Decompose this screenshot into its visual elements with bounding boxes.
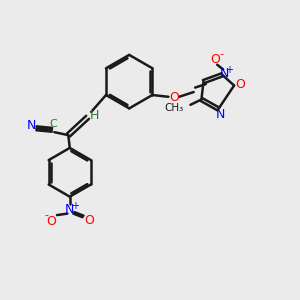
Text: O: O bbox=[46, 214, 56, 227]
Text: N: N bbox=[26, 119, 36, 132]
Text: -: - bbox=[219, 49, 223, 59]
Text: O: O bbox=[210, 53, 220, 66]
Text: N: N bbox=[216, 108, 225, 122]
Text: -: - bbox=[44, 210, 48, 220]
Text: O: O bbox=[236, 77, 246, 91]
Text: O: O bbox=[85, 214, 94, 226]
Text: +: + bbox=[225, 65, 233, 75]
Text: O: O bbox=[169, 92, 179, 104]
Text: CH₃: CH₃ bbox=[164, 103, 184, 113]
Text: +: + bbox=[71, 201, 79, 211]
Text: H: H bbox=[89, 109, 99, 122]
Text: C: C bbox=[50, 119, 57, 129]
Text: N: N bbox=[65, 202, 74, 216]
Text: N: N bbox=[219, 67, 229, 80]
